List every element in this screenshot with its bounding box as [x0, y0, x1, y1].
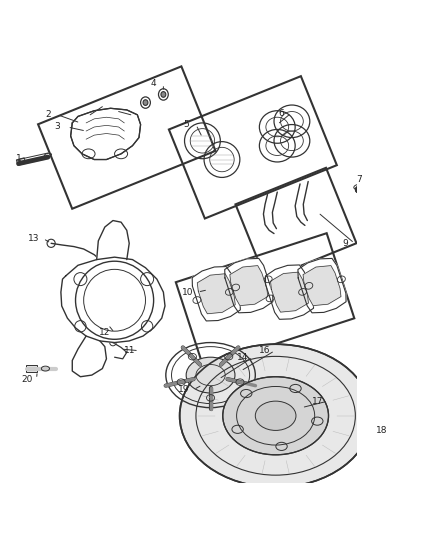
- Text: 19: 19: [178, 385, 190, 394]
- Text: 14: 14: [237, 353, 249, 362]
- Text: 18: 18: [376, 426, 387, 435]
- Polygon shape: [26, 365, 37, 372]
- Polygon shape: [225, 259, 273, 313]
- Text: 5: 5: [183, 120, 189, 129]
- Text: 7: 7: [356, 175, 361, 184]
- Text: 4: 4: [151, 79, 156, 88]
- Polygon shape: [423, 202, 433, 211]
- Polygon shape: [61, 257, 165, 343]
- Ellipse shape: [143, 100, 148, 106]
- Polygon shape: [271, 272, 308, 312]
- Text: 16: 16: [259, 346, 271, 355]
- Polygon shape: [303, 265, 341, 305]
- Text: 8: 8: [437, 196, 438, 205]
- Polygon shape: [97, 221, 129, 260]
- Ellipse shape: [223, 377, 328, 455]
- Polygon shape: [298, 259, 346, 313]
- Text: 11: 11: [124, 346, 135, 355]
- Ellipse shape: [368, 434, 378, 443]
- Text: 1: 1: [16, 154, 21, 163]
- Polygon shape: [192, 266, 240, 321]
- Polygon shape: [72, 336, 106, 377]
- Text: 6: 6: [279, 109, 284, 118]
- Ellipse shape: [180, 344, 371, 487]
- Text: 20: 20: [21, 375, 32, 384]
- Polygon shape: [16, 158, 26, 165]
- Ellipse shape: [255, 401, 296, 431]
- Text: 17: 17: [312, 397, 324, 406]
- Text: 9: 9: [342, 239, 348, 248]
- Polygon shape: [197, 274, 235, 314]
- Polygon shape: [230, 265, 268, 305]
- Text: 10: 10: [182, 288, 194, 297]
- Text: 3: 3: [55, 123, 60, 132]
- Polygon shape: [71, 108, 141, 159]
- Polygon shape: [265, 265, 314, 319]
- Text: 2: 2: [45, 110, 51, 119]
- Text: 13: 13: [28, 234, 39, 243]
- Ellipse shape: [186, 357, 235, 393]
- Text: 12: 12: [99, 328, 110, 337]
- Ellipse shape: [161, 92, 166, 98]
